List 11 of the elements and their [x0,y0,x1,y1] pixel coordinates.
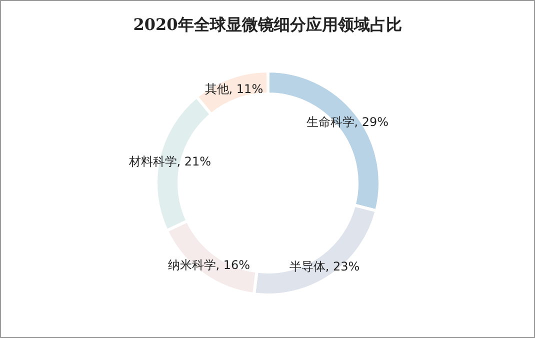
slice-label: 其他 [204,82,229,96]
slice-label: 纳米科学 [168,258,216,272]
data-label: , 21% [176,154,212,169]
slice-label: 材料科学 [128,154,177,169]
slice-label: 半导体 [289,260,326,274]
data-label: , 23% [325,260,360,274]
data-label: , 11% [228,82,264,96]
data-label: , 16% [216,258,250,272]
data-label: , 29% [354,114,389,129]
chart-title: 2020年全球显微镜细分应用领域占比 [133,15,402,34]
slice-label: 生命科学 [306,114,354,129]
